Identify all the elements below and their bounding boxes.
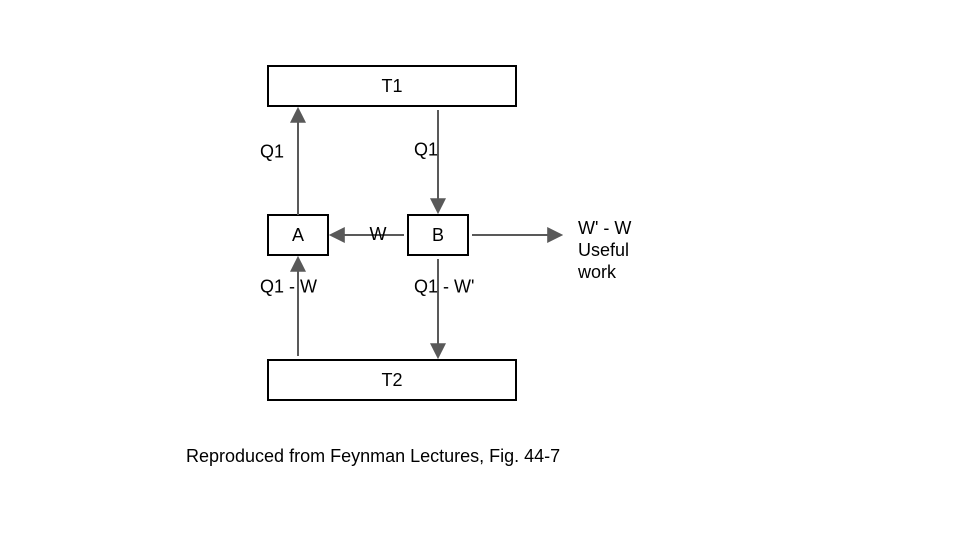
a-label: A bbox=[292, 225, 304, 245]
reservoir-t1: T1 bbox=[268, 66, 516, 106]
label-work-3: work bbox=[577, 262, 617, 282]
label-work-1: W' - W bbox=[578, 218, 631, 238]
label-work-2: Useful bbox=[578, 240, 629, 260]
t2-label: T2 bbox=[381, 370, 402, 390]
engine-a: A bbox=[268, 215, 328, 255]
t1-label: T1 bbox=[381, 76, 402, 96]
label-q1wp-right: Q1 - W' bbox=[414, 276, 474, 296]
label-w: W bbox=[370, 224, 387, 244]
caption-text: Reproduced from Feynman Lectures, Fig. 4… bbox=[186, 446, 560, 466]
label-q1w-left: Q1 - W bbox=[260, 276, 317, 296]
diagram-canvas: T1 T2 A B Q1 Q1 Q1 - W Q1 - W' W W' - W … bbox=[0, 0, 960, 540]
engine-b: B bbox=[408, 215, 468, 255]
b-label: B bbox=[432, 225, 444, 245]
label-q1-right: Q1 bbox=[414, 139, 438, 159]
reservoir-t2: T2 bbox=[268, 360, 516, 400]
label-q1-left: Q1 bbox=[260, 141, 284, 161]
